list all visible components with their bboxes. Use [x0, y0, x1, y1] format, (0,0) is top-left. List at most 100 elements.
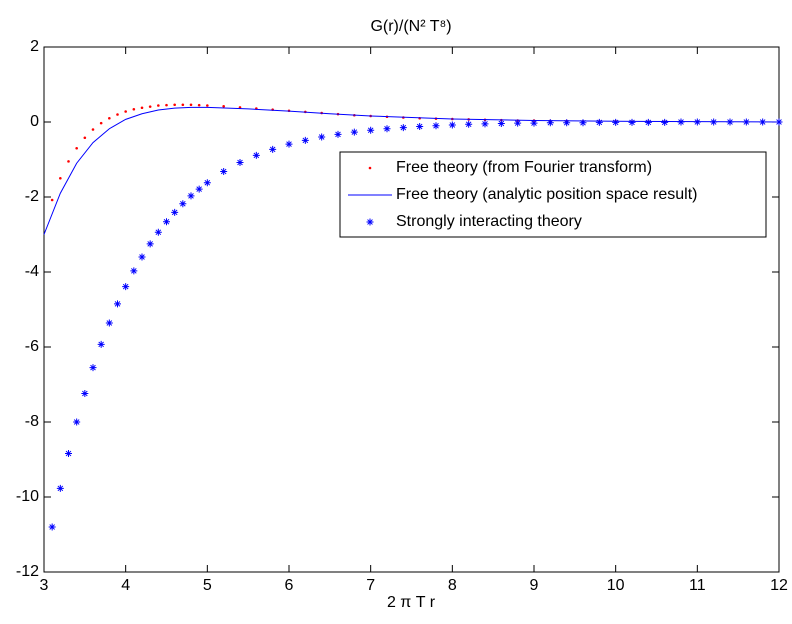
x-tick-label: 8	[448, 577, 457, 594]
data-point	[197, 103, 201, 107]
data-point	[67, 160, 70, 163]
data-point	[108, 116, 111, 120]
data-point	[154, 228, 162, 236]
data-point	[138, 253, 146, 261]
data-point	[350, 128, 358, 136]
data-point	[163, 218, 170, 226]
data-point	[563, 119, 571, 127]
data-point	[236, 159, 244, 166]
data-point	[50, 198, 54, 202]
legend-label: Free theory (from Fourier transform)	[396, 159, 652, 176]
data-point	[222, 104, 225, 108]
data-point	[165, 103, 168, 107]
data-point	[628, 118, 636, 126]
data-point	[59, 176, 62, 180]
data-point	[122, 283, 130, 291]
data-point	[130, 267, 138, 275]
y-tick-label: -4	[25, 263, 39, 280]
data-point	[146, 240, 154, 248]
data-point	[448, 121, 456, 129]
x-axis-label: 2 π T r	[387, 594, 436, 611]
data-point	[301, 136, 309, 144]
data-point	[97, 340, 105, 348]
data-line	[43, 106, 780, 235]
data-point	[334, 130, 342, 138]
data-point	[148, 105, 152, 108]
legend-swatch	[368, 166, 372, 170]
data-point	[252, 151, 260, 159]
x-tick-label: 3	[40, 577, 49, 594]
data-point	[383, 125, 391, 133]
plot-box	[43, 46, 780, 573]
data-point	[187, 192, 195, 200]
data-point	[530, 119, 538, 127]
data-point	[399, 124, 407, 132]
data-point	[285, 140, 293, 148]
data-point	[181, 103, 185, 107]
data-point	[105, 319, 113, 327]
data-point	[693, 118, 701, 126]
data-point	[73, 418, 81, 426]
data-point	[195, 185, 203, 193]
data-point	[710, 118, 718, 126]
data-point	[203, 179, 211, 187]
y-tick-label: 2	[30, 38, 39, 55]
data-point	[206, 104, 209, 107]
data-point	[114, 300, 121, 308]
legend-label: Free theory (analytic position space res…	[396, 186, 697, 203]
data-point	[179, 200, 187, 208]
data-point	[65, 450, 72, 457]
data-point	[742, 118, 750, 126]
y-tick-label: -12	[16, 563, 39, 580]
x-tick-label: 9	[530, 577, 539, 594]
x-tick-label: 11	[689, 577, 706, 594]
legend-swatch	[366, 218, 374, 226]
x-tick-label: 12	[770, 577, 788, 594]
data-point	[238, 106, 242, 109]
data-point	[157, 104, 160, 107]
data-point	[81, 390, 89, 397]
data-point	[189, 103, 193, 107]
data-point	[514, 119, 522, 127]
data-point	[465, 120, 473, 128]
x-tick-label: 5	[203, 577, 212, 594]
data-point	[116, 113, 119, 116]
data-point	[416, 123, 424, 130]
data-point	[173, 103, 176, 107]
y-tick-label: -6	[25, 338, 39, 355]
data-point	[48, 523, 56, 531]
data-point	[132, 107, 136, 111]
data-point	[481, 120, 489, 128]
data-point	[89, 364, 97, 372]
x-tick-label: 6	[285, 577, 294, 594]
y-tick-label: -2	[25, 188, 39, 205]
data-point	[661, 118, 669, 126]
data-point	[579, 119, 587, 127]
data-point	[56, 484, 64, 492]
data-point	[644, 118, 652, 126]
data-point	[677, 118, 685, 126]
data-point	[171, 208, 179, 216]
x-tick-label: 7	[366, 577, 375, 594]
data-point	[318, 133, 326, 141]
data-point	[91, 128, 95, 131]
data-point	[124, 110, 127, 113]
x-tick-label: 4	[121, 577, 130, 594]
data-point	[75, 146, 78, 150]
y-tick-label: -8	[25, 413, 39, 430]
legend-box	[339, 151, 767, 238]
data-point	[367, 126, 375, 134]
data-point	[140, 106, 144, 110]
legend-label: Strongly interacting theory	[396, 213, 582, 230]
data-point	[269, 145, 277, 153]
data-point	[775, 118, 783, 126]
data-point	[595, 118, 603, 126]
data-point	[726, 118, 734, 126]
y-tick-label: 0	[30, 113, 39, 130]
chart-title: G(r)/(N² T⁸)	[370, 18, 451, 35]
data-point	[99, 121, 103, 125]
data-point	[546, 119, 554, 127]
data-point	[497, 120, 505, 127]
